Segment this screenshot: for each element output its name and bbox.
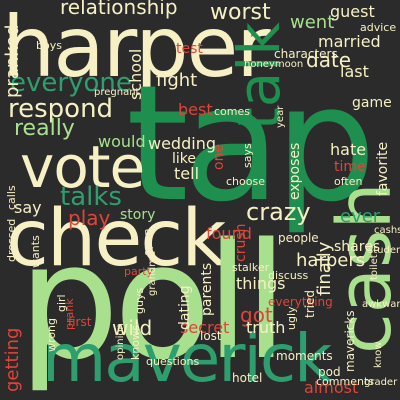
word-truth: truth: [246, 318, 286, 337]
word-guys: guys: [133, 287, 146, 314]
word-school: school: [126, 48, 145, 100]
word-worst: worst: [210, 0, 271, 25]
word-everyone: everyone: [10, 68, 132, 98]
word-says: says: [241, 143, 254, 168]
word-comments: comments: [316, 375, 374, 388]
word-things: things: [236, 274, 286, 293]
word-exposes: exposes: [287, 142, 303, 200]
word-wild: wild: [112, 316, 153, 340]
word-guest: guest: [330, 2, 375, 21]
word-opinion: opinion: [115, 323, 126, 360]
word-cashs: cashs: [374, 225, 400, 236]
word-tap: tap: [126, 50, 376, 237]
word-found: found: [206, 224, 252, 243]
word-discuss: discuss: [268, 269, 309, 282]
word-got: got: [240, 303, 273, 327]
word-maverick: maverick: [42, 320, 332, 397]
word-finally: finally: [314, 241, 335, 296]
word-stalker: stalker: [232, 261, 270, 274]
word-would: would: [98, 132, 146, 151]
word-game: game: [352, 95, 392, 111]
word-everything: everything: [268, 295, 333, 309]
word-secret: secret: [180, 318, 230, 337]
word-story: story: [120, 207, 156, 223]
word-really: really: [14, 116, 75, 141]
word-relationship: relationship: [60, 0, 178, 19]
word-people: people: [278, 231, 319, 245]
word-wrong: wrong: [45, 318, 58, 352]
word-last: last: [340, 62, 369, 81]
word-toilet: toilet: [369, 254, 380, 280]
word-went: went: [290, 12, 335, 33]
word-date: date: [306, 48, 352, 72]
word-dressed: dressed: [5, 218, 18, 262]
word-play: play: [68, 206, 111, 230]
word-boys: boys: [36, 39, 62, 52]
word-like: like: [172, 151, 197, 167]
word-awkward: awkward: [362, 299, 400, 310]
word-ugly: ugly: [285, 306, 298, 330]
word-moments: moments: [276, 349, 333, 363]
word-comes: comes: [214, 105, 250, 118]
word-questions: questions: [146, 355, 200, 368]
word-lost: lost: [200, 329, 222, 343]
word-grader: grader: [364, 377, 398, 388]
word-best: best: [178, 100, 213, 119]
word-pod: pod: [318, 365, 341, 379]
word-year: year: [275, 105, 286, 128]
word-first: first: [68, 315, 92, 329]
word-advice: advice: [360, 21, 397, 34]
word-vote: vote: [20, 133, 145, 201]
word-knows: knows: [129, 325, 142, 360]
word-hotel: hotel: [232, 371, 263, 385]
word-calls: calls: [5, 185, 18, 210]
word-poll: poll: [18, 208, 288, 395]
word-favorite: favorite: [375, 141, 391, 196]
word-honeymoon: honeymoon: [244, 59, 304, 70]
word-girl: girl: [55, 294, 68, 312]
word-dating: dating: [177, 285, 193, 330]
word-wedding: wedding: [148, 134, 216, 153]
word-party: party: [124, 265, 154, 278]
word-respond: respond: [8, 94, 114, 124]
word-choose: choose: [226, 175, 265, 188]
word-say: say: [14, 198, 42, 217]
word-mavericks: mavericks: [343, 310, 357, 372]
word-fight: fight: [156, 70, 198, 91]
word-know: know: [373, 341, 384, 368]
word-time: time: [334, 159, 366, 175]
word-talks: talks: [60, 182, 122, 212]
word-parents: parents: [199, 262, 215, 316]
word-ever: ever: [340, 206, 381, 227]
word-often: often: [334, 175, 363, 188]
word-harper: harper: [2, 0, 271, 96]
word-one: one: [211, 143, 227, 170]
word-wants: wants: [29, 235, 42, 268]
word-test: test: [176, 41, 203, 57]
word-harpers: harpers: [296, 250, 366, 271]
word-pregnant: pregnant: [94, 87, 140, 98]
word-tell: tell: [174, 164, 200, 183]
word-characters: characters: [274, 47, 338, 61]
word-hate: hate: [330, 140, 367, 159]
word-crush: crush: [233, 223, 249, 263]
word-getting: getting: [2, 327, 23, 392]
word-almost: almost: [304, 378, 359, 397]
word-grandma: grandma: [147, 250, 158, 296]
word-student: student: [368, 245, 400, 256]
word-crazy: crazy: [246, 198, 311, 226]
word-tried: tried: [303, 290, 317, 318]
word-shares: shares: [334, 239, 381, 255]
word-married: married: [318, 32, 381, 51]
word-check: check: [6, 194, 226, 284]
word-pranked: pranked: [2, 24, 23, 98]
